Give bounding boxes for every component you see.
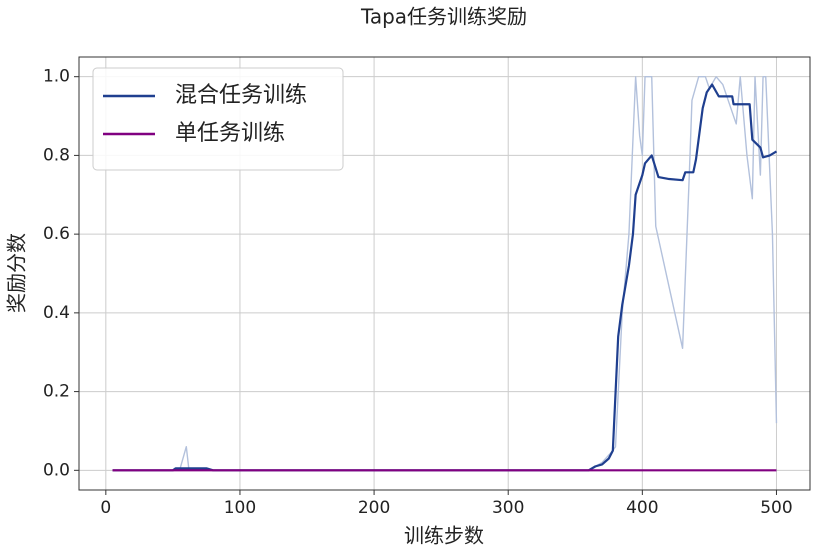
x-tick-label: 500 — [760, 498, 792, 518]
chart-title: Tapa任务训练奖励 — [360, 5, 527, 29]
y-tick-label: 1.0 — [43, 67, 70, 87]
line-series — [112, 83, 778, 472]
legend-label: 混合任务训练 — [175, 83, 307, 108]
x-axis-label: 训练步数 — [404, 524, 484, 548]
legend-label: 单任务训练 — [175, 121, 285, 146]
x-tick-label: 0 — [100, 498, 111, 518]
plot-frame — [78, 56, 811, 491]
y-axis-label: 奖励分数 — [5, 233, 29, 313]
legend-box — [92, 67, 344, 171]
x-tick-label: 100 — [224, 498, 256, 518]
y-tick-label: 0.4 — [43, 303, 70, 323]
y-tick-label: 0.6 — [43, 224, 70, 244]
x-tick-label: 400 — [626, 498, 658, 518]
y-tick-label: 0.8 — [43, 145, 70, 165]
y-tick-label: 0.2 — [43, 382, 70, 402]
x-tick-label: 200 — [358, 498, 390, 518]
x-tick-label: 300 — [492, 498, 524, 518]
y-tick-label: 0.0 — [43, 460, 70, 480]
